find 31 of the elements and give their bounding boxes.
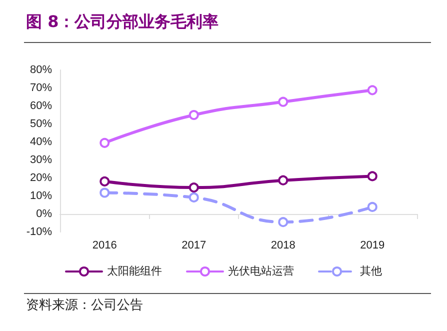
x-tick-label: 2018 (270, 240, 296, 252)
legend-label: 光伏电站运营 (228, 264, 294, 278)
point (100, 176, 110, 186)
legend-label: 其他 (360, 264, 382, 278)
chart-title: 图 8：公司分部业务毛利率 (26, 12, 219, 33)
point (188, 182, 199, 193)
y-tick-label: 10% (30, 190, 52, 202)
y-tick-label: 40% (30, 136, 52, 148)
y-tick-label: 30% (30, 154, 52, 166)
legend-label: 太阳能组件 (107, 264, 162, 278)
x-tick-label: 2016 (92, 240, 117, 252)
point (278, 96, 288, 107)
point (367, 171, 378, 182)
y-tick-label: 60% (30, 100, 52, 112)
y-tick-label: -10% (26, 226, 52, 238)
point (278, 217, 288, 228)
x-tick-label: 2019 (360, 240, 385, 252)
point (367, 202, 378, 212)
point (278, 175, 288, 186)
y-tick-label: 0% (36, 208, 52, 220)
y-tick-label: 80% (30, 64, 52, 76)
point (188, 192, 199, 202)
x-tick-label: 2017 (182, 240, 206, 252)
text: 资料来源：公司公告 (26, 297, 143, 314)
y-tick-label: 70% (30, 82, 52, 94)
y-tick-label: 50% (30, 118, 52, 130)
point (100, 188, 110, 198)
point (367, 85, 378, 96)
y-tick-label: 20% (30, 172, 52, 184)
point (100, 138, 110, 148)
point (188, 110, 199, 120)
